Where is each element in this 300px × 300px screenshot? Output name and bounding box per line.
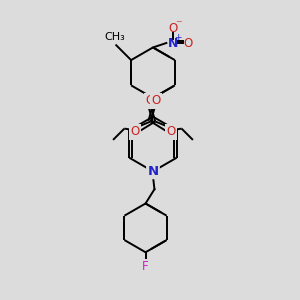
Text: N: N bbox=[147, 165, 158, 178]
Text: O: O bbox=[167, 125, 176, 138]
Text: CH₃: CH₃ bbox=[104, 32, 125, 42]
Text: +: + bbox=[175, 33, 182, 42]
Text: O: O bbox=[184, 37, 193, 50]
Text: F: F bbox=[142, 260, 149, 273]
Text: ⁻: ⁻ bbox=[176, 19, 182, 32]
Text: O: O bbox=[168, 22, 178, 34]
Text: O: O bbox=[130, 125, 140, 138]
Text: O: O bbox=[146, 94, 155, 107]
Text: N: N bbox=[168, 37, 178, 50]
Text: O: O bbox=[151, 94, 160, 107]
